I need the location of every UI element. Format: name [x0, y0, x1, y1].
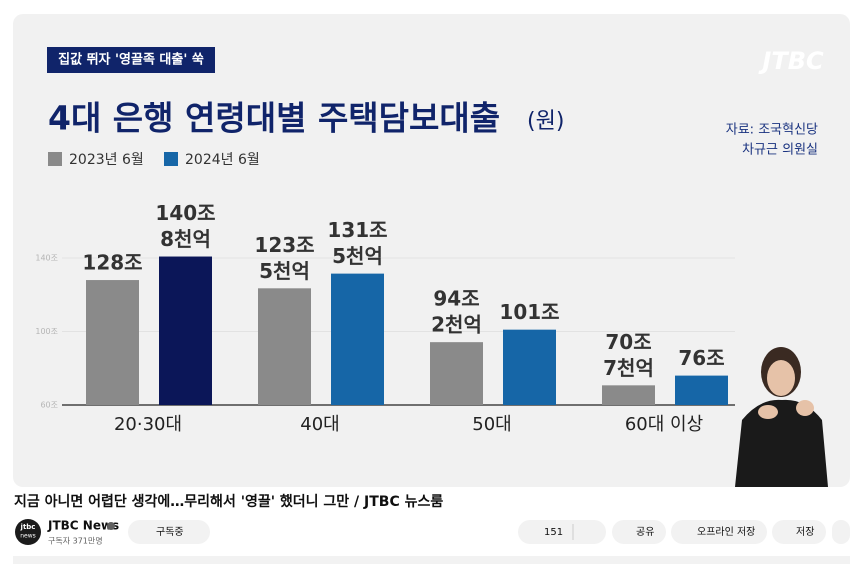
x-tick-label: 20·30대: [114, 414, 182, 435]
unit: (원): [527, 109, 564, 134]
bar: [258, 288, 311, 405]
y-tick-label: 60조: [40, 401, 58, 410]
verified: [107, 522, 115, 530]
tag-box: [47, 47, 215, 73]
value-label: 2천억: [431, 313, 482, 337]
save-label: 저장: [796, 526, 814, 538]
download-button[interactable]: [671, 520, 767, 544]
legend-label: 2023년 6월: [69, 152, 144, 168]
bar: [331, 273, 384, 405]
value-label: 128조: [82, 251, 142, 275]
value-label: 94조: [433, 287, 479, 311]
x-tick-label: 40대: [300, 414, 339, 435]
like-button[interactable]: [518, 520, 606, 544]
source: 자료: 조국혁신당: [726, 123, 818, 138]
subscribe-button[interactable]: [128, 520, 210, 544]
sign-interpreter: [735, 347, 828, 487]
value-label: 7천억: [603, 356, 654, 380]
share-label: 공유: [636, 526, 654, 538]
more-button[interactable]: [832, 520, 850, 544]
x-tick-label: 50대: [472, 414, 511, 435]
avatar-text: jtbc: [20, 523, 36, 531]
value-label: 76조: [678, 346, 724, 370]
value-label: 131조: [327, 218, 387, 242]
value-label: 5천억: [332, 244, 383, 268]
tag: 집값 뛰자 '영끌족 대출' 쑥: [58, 52, 204, 68]
bar: [159, 256, 212, 405]
source: 차규근 의원실: [742, 143, 818, 158]
y-tick-label: 100조: [35, 327, 58, 336]
bar: [675, 375, 728, 405]
like-count: 151: [544, 527, 563, 538]
next-section: [13, 556, 850, 564]
x-tick-label: 60대 이상: [625, 414, 703, 435]
value-label: 8천억: [160, 227, 211, 251]
chart-title: 4대 은행 연령대별 주택담보대출: [48, 99, 500, 138]
logo: JTBC: [758, 47, 824, 75]
value-label: 70조: [605, 330, 651, 354]
download-label: 오프라인 저장: [697, 526, 755, 538]
legend-label: 2024년 6월: [185, 152, 260, 168]
legend-swatch: [48, 152, 62, 166]
video-frame[interactable]: [13, 14, 850, 487]
bar: [503, 329, 556, 405]
bar: [86, 280, 139, 405]
value-label: 5천억: [259, 259, 310, 283]
avatar-text: news: [20, 533, 36, 540]
avatar[interactable]: [15, 519, 41, 545]
share-button[interactable]: [612, 520, 666, 544]
save-button[interactable]: [772, 520, 826, 544]
bar: [602, 385, 655, 405]
value-label: 123조: [254, 233, 314, 257]
y-tick-label: 140조: [35, 254, 58, 263]
subscribers: 구독자 371만명: [48, 536, 103, 546]
bar: [430, 342, 483, 405]
legend-swatch: [164, 152, 178, 166]
channel-name[interactable]: JTBC News: [47, 519, 119, 533]
value-label: 101조: [499, 300, 559, 324]
video-title: 지금 아니면 어렵단 생각에…무리해서 '영끌' 했더니 그만 / JTBC 뉴…: [14, 493, 443, 510]
subscribe-label: 구독중: [156, 526, 184, 538]
value-label: 140조: [155, 201, 215, 225]
